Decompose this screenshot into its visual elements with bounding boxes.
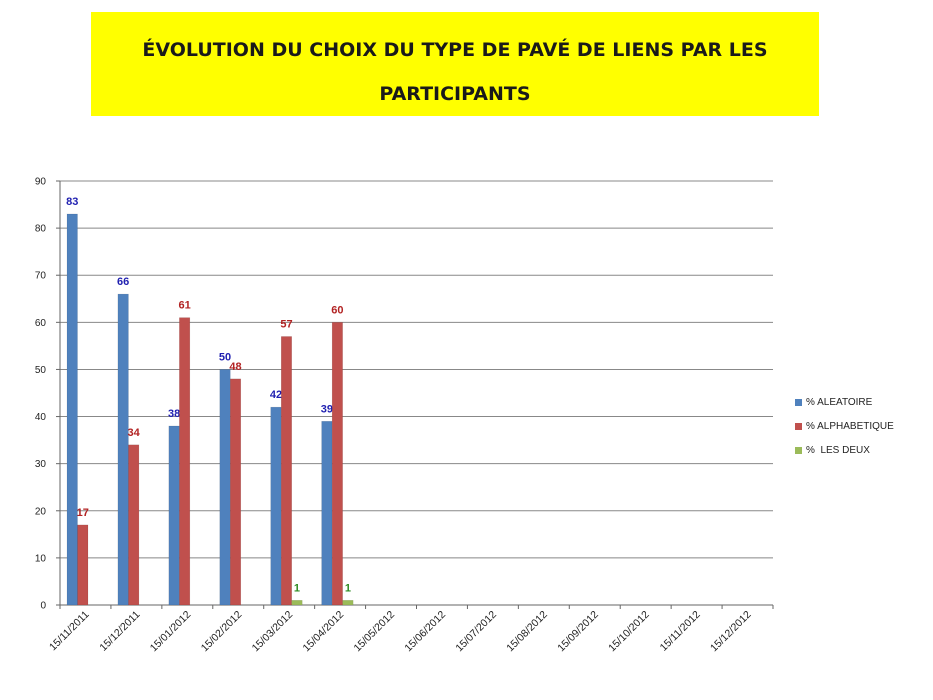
bar-1 [331,322,343,606]
x-tick-label: 15/02/2012 [199,609,245,655]
legend: % ALEATOIRE % ALPHABETIQUE % LES DEUX [795,390,894,462]
bar-2 [291,600,303,606]
legend-swatch-alphabetique [795,422,802,430]
legend-label-aleatoire: % ALEATOIRE [806,396,873,408]
bar-2 [342,600,354,606]
legend-item-alphabetique: % ALPHABETIQUE [795,414,894,438]
y-tick-label: 90 [35,177,47,188]
data-label: 61 [178,300,190,312]
y-tick-label: 80 [35,224,47,235]
x-tick-label: 15/11/2011 [47,609,92,654]
chart-title: ÉVOLUTION DU CHOIX DU TYPE DE PAVÉ DE LI… [142,39,768,105]
x-tick-label: 15/01/2012 [148,609,194,655]
x-tick-label: 15/08/2012 [504,609,550,655]
legend-swatch-les-deux [795,446,802,454]
data-label: 17 [77,507,89,519]
bar-0 [117,293,129,606]
x-tick-label: 15/06/2012 [402,609,448,655]
legend-label-les-deux: % LES DEUX [806,444,870,456]
legend-item-aleatoire: % ALEATOIRE [795,390,894,414]
legend-item-les-deux: % LES DEUX [795,438,894,462]
data-label: 42 [270,389,282,401]
legend-swatch-aleatoire [795,398,802,406]
data-label: 38 [168,408,180,420]
data-label: 39 [321,403,333,415]
y-tick-label: 0 [40,601,46,612]
data-label: 60 [331,304,343,316]
data-label: 57 [280,318,292,330]
bar-0 [321,421,333,606]
bar-1 [179,317,191,606]
x-tick-label: 15/12/2012 [708,609,754,655]
y-tick-label: 60 [35,318,47,329]
legend-label-alphabetique: % ALPHABETIQUE [806,420,894,432]
bar-1 [230,378,242,606]
bar-0 [66,213,78,606]
x-tick-label: 15/09/2012 [555,609,601,655]
y-tick-label: 30 [35,459,47,470]
bar-1 [280,336,292,606]
x-tick-label: 15/03/2012 [250,609,296,655]
bar-0 [219,369,231,606]
bar-0 [270,406,282,606]
bar-0 [168,425,180,606]
x-tick-label: 15/07/2012 [453,609,499,655]
data-label: 34 [128,427,141,439]
x-tick-label: 15/10/2012 [606,609,652,655]
x-tick-label: 15/05/2012 [352,609,398,655]
data-label: 66 [117,276,129,288]
y-tick-label: 10 [35,553,47,564]
y-tick-label: 40 [35,412,47,423]
bar-1 [77,524,89,606]
data-label: 50 [219,351,231,363]
data-label: 1 [294,582,300,594]
y-tick-label: 70 [35,271,47,282]
title-banner: ÉVOLUTION DU CHOIX DU TYPE DE PAVÉ DE LI… [91,12,819,116]
data-label: 83 [66,196,78,208]
y-tick-label: 20 [35,506,47,517]
x-tick-label: 15/11/2012 [658,609,703,654]
y-tick-label: 50 [35,365,47,376]
x-tick-label: 15/04/2012 [301,609,347,655]
data-label: 1 [345,582,351,594]
bar-1 [128,444,140,606]
x-tick-label: 15/12/2011 [97,609,142,654]
data-label: 48 [229,361,241,373]
